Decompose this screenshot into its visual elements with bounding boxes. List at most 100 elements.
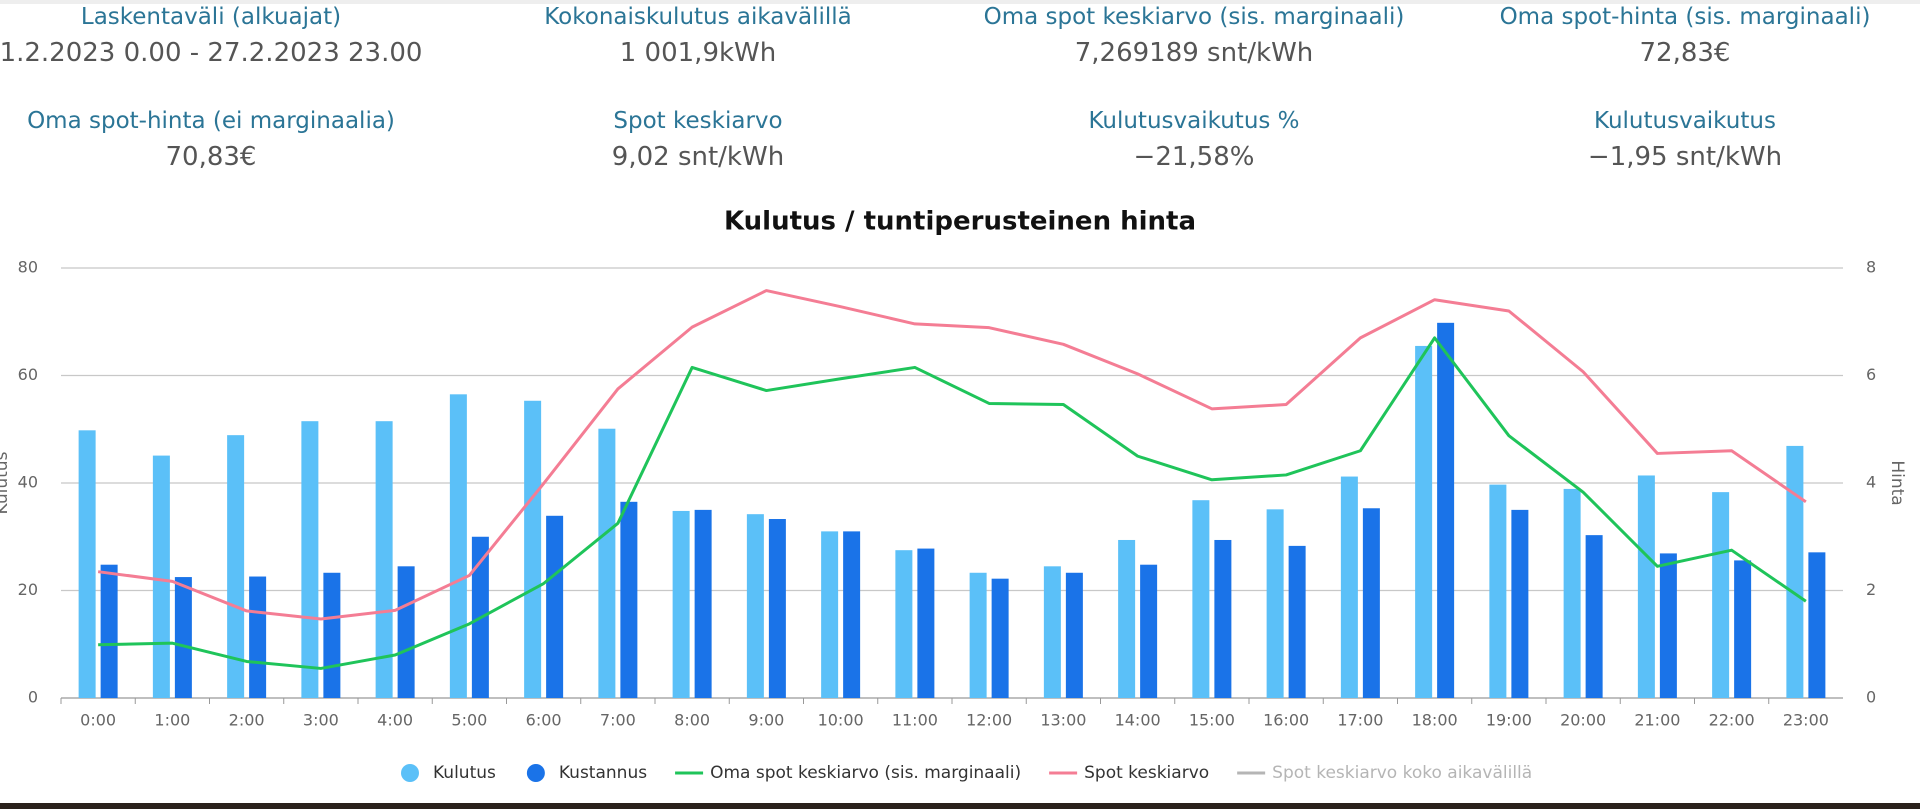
x-tick-label: 8:00 xyxy=(674,711,710,730)
bar xyxy=(1585,535,1603,698)
bar xyxy=(1266,509,1284,698)
legend-item[interactable]: Kustannus xyxy=(526,763,647,783)
bar xyxy=(746,514,764,698)
bar xyxy=(249,576,267,698)
bar xyxy=(821,531,839,698)
bar xyxy=(1288,545,1306,698)
stat-label: Oma spot-hinta (sis. marginaali) xyxy=(1499,4,1871,30)
stat: Kulutusvaikutus −1,95 snt/kWh xyxy=(1405,106,1920,174)
x-tick-label: 11:00 xyxy=(892,711,938,730)
x-tick-label: 10:00 xyxy=(818,711,864,730)
bar xyxy=(397,566,415,698)
legend-item[interactable]: Kulutus xyxy=(401,763,496,783)
stat: Spot keskiarvo 9,02 snt/kWh xyxy=(418,106,978,174)
bar xyxy=(78,430,96,698)
stat-value: 72,83€ xyxy=(1639,38,1731,68)
bar xyxy=(1437,322,1455,698)
x-tick-label: 6:00 xyxy=(526,711,562,730)
bar xyxy=(1043,566,1061,698)
stat-value: 9,02 snt/kWh xyxy=(611,142,785,172)
bar xyxy=(917,548,935,698)
stat-label: Kulutusvaikutus xyxy=(1594,108,1776,134)
legend: Kulutus Kustannus Oma spot keskiarvo (sis.… xyxy=(401,763,1532,783)
bar xyxy=(1786,445,1804,698)
bottom-bar xyxy=(0,803,1920,809)
stat-label: Oma spot-hinta (ei marginaalia) xyxy=(27,108,395,134)
legend-label: Spot keskiarvo xyxy=(1084,763,1209,783)
y-tick-label: 20 xyxy=(18,580,38,599)
chart-title: Kulutus / tuntiperusteinen hinta xyxy=(724,207,1196,237)
legend-item[interactable]: Spot keskiarvo koko aikavälillä xyxy=(1237,763,1532,783)
y2-tick-label: 4 xyxy=(1866,473,1876,492)
legend-item[interactable]: Oma spot keskiarvo (sis. marginaali) xyxy=(675,763,1021,783)
x-tick-label: 9:00 xyxy=(748,711,784,730)
line xyxy=(98,336,1807,670)
y-tick-label: 40 xyxy=(18,473,38,492)
x-tick-label: 4:00 xyxy=(377,711,413,730)
bar xyxy=(1637,475,1655,698)
bar xyxy=(1140,564,1158,698)
bar xyxy=(1563,488,1581,698)
top-stripe xyxy=(0,0,1920,4)
bar xyxy=(1734,560,1752,698)
x-tick-label: 19:00 xyxy=(1486,711,1532,730)
x-tick-label: 14:00 xyxy=(1115,711,1161,730)
stat-label: Kulutusvaikutus % xyxy=(1088,108,1300,134)
stat-label: Spot keskiarvo xyxy=(613,108,783,134)
x-tick-label: 23:00 xyxy=(1783,711,1829,730)
stat-value: −1,95 snt/kWh xyxy=(1587,142,1783,172)
x-tick-label: 0:00 xyxy=(80,711,116,730)
bar xyxy=(323,572,341,698)
legend-swatch xyxy=(401,764,419,782)
bar xyxy=(449,394,467,698)
bar xyxy=(100,564,118,698)
stat-value: 1 001,9kWh xyxy=(619,38,777,68)
x-tick-label: 1:00 xyxy=(154,711,190,730)
x-tick-label: 7:00 xyxy=(600,711,636,730)
chart: Kulutus / tuntiperusteinen hinta 0 20 40 60 8… xyxy=(0,207,1907,784)
bar xyxy=(1340,476,1358,698)
y2-tick-label: 8 xyxy=(1866,258,1876,277)
bar xyxy=(227,435,245,698)
stat-value: −21,58% xyxy=(1133,142,1255,172)
bar xyxy=(768,519,786,698)
legend-label: Spot keskiarvo koko aikavälillä xyxy=(1272,763,1532,783)
stat: Laskentaväli (alkuajat) 1.2.2023 0.00 - 2… xyxy=(0,2,491,70)
stat: Oma spot-hinta (sis. marginaali) 72,83€ xyxy=(1405,2,1920,70)
bar xyxy=(1659,553,1677,698)
y-tick-label: 80 xyxy=(18,258,38,277)
bar xyxy=(1214,539,1232,698)
bar xyxy=(1065,572,1083,698)
stat: Kulutusvaikutus % −21,58% xyxy=(914,106,1474,174)
bar xyxy=(969,572,987,698)
legend-label: Oma spot keskiarvo (sis. marginaali) xyxy=(710,763,1021,783)
x-tick-label: 13:00 xyxy=(1040,711,1086,730)
bar xyxy=(694,509,712,698)
x-tick-label: 20:00 xyxy=(1560,711,1606,730)
x-tick-label: 18:00 xyxy=(1412,711,1458,730)
bar xyxy=(1489,484,1507,698)
legend-swatch xyxy=(526,764,545,782)
stat-label: Oma spot keskiarvo (sis. marginaali) xyxy=(983,4,1405,30)
x-tick-label: 17:00 xyxy=(1337,711,1383,730)
x-tick-label: 16:00 xyxy=(1263,711,1309,730)
bar xyxy=(546,515,564,698)
x-tick-label: 5:00 xyxy=(451,711,487,730)
legend-label: Kulutus xyxy=(433,763,496,783)
bar xyxy=(1511,509,1529,698)
stat-value: 1.2.2023 0.00 - 27.2.2023 23.00 xyxy=(0,38,423,68)
y-tick-label: 60 xyxy=(18,365,38,384)
bar xyxy=(598,428,616,698)
bar xyxy=(895,550,913,698)
y2-tick-label: 2 xyxy=(1866,580,1876,599)
bar xyxy=(174,577,192,698)
legend-label: Kustannus xyxy=(559,763,647,783)
bar xyxy=(1808,552,1826,698)
x-tick-label: 21:00 xyxy=(1634,711,1680,730)
legend-item[interactable]: Spot keskiarvo xyxy=(1049,763,1209,783)
stat-value: 70,83€ xyxy=(165,142,257,172)
y2-tick-label: 0 xyxy=(1866,688,1876,707)
x-tick-label: 22:00 xyxy=(1709,711,1755,730)
stat-value: 7,269189 snt/kWh xyxy=(1074,38,1314,68)
